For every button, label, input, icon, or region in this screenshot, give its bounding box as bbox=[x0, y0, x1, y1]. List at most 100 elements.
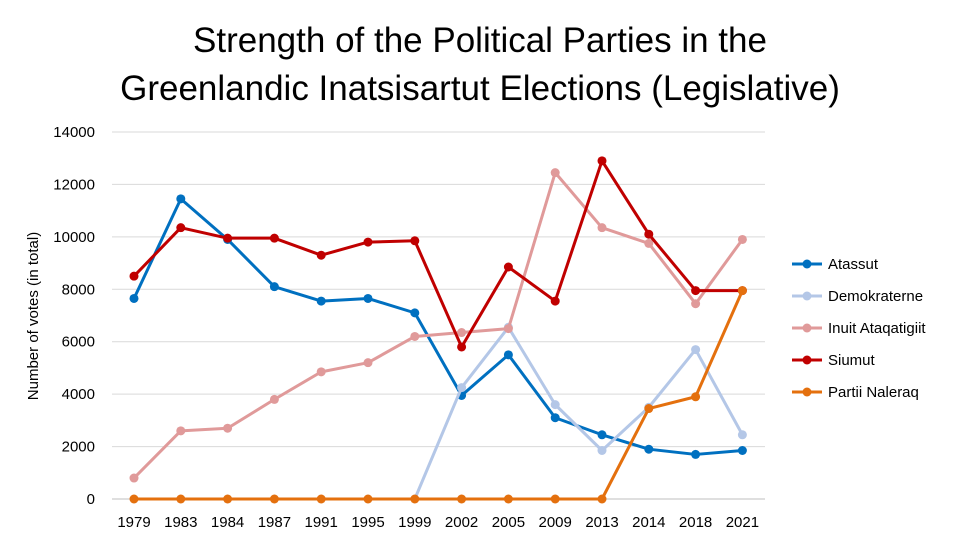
x-tick-label: 1991 bbox=[305, 514, 338, 531]
data-point-siumut bbox=[457, 342, 467, 352]
chart-title-line-1: Strength of the Political Parties in the bbox=[193, 21, 767, 60]
data-point-partii-naleraq bbox=[691, 392, 701, 402]
data-point-inuit-ataqatigiit bbox=[269, 394, 279, 404]
data-point-siumut bbox=[269, 233, 279, 243]
data-point-inuit-ataqatigiit bbox=[129, 473, 139, 483]
data-point-atassut bbox=[176, 194, 186, 204]
data-point-atassut bbox=[316, 296, 326, 306]
y-tick-label: 14000 bbox=[53, 124, 95, 141]
series-line-partii-naleraq bbox=[134, 289, 744, 501]
data-point-atassut bbox=[644, 444, 654, 454]
data-point-demokraterne bbox=[597, 446, 607, 456]
legend-label-atassut: Atassut bbox=[828, 256, 879, 273]
x-tick-label: 1979 bbox=[117, 514, 150, 531]
data-point-partii-naleraq bbox=[269, 494, 279, 504]
y-tick-label: 4000 bbox=[62, 386, 95, 403]
y-axis-label: Number of votes (in total) bbox=[25, 232, 42, 400]
x-tick-label: 2009 bbox=[539, 514, 572, 531]
data-point-siumut bbox=[597, 156, 607, 166]
data-point-partii-naleraq bbox=[129, 494, 139, 504]
series-line-atassut bbox=[132, 197, 743, 456]
data-point-siumut bbox=[129, 271, 139, 281]
x-tick-label: 1999 bbox=[398, 514, 431, 531]
data-point-partii-naleraq bbox=[737, 286, 747, 296]
data-point-partii-naleraq bbox=[316, 494, 326, 504]
data-point-atassut bbox=[269, 282, 279, 292]
data-point-partii-naleraq bbox=[550, 494, 560, 504]
data-point-siumut bbox=[644, 229, 654, 239]
data-point-inuit-ataqatigiit bbox=[644, 238, 654, 248]
data-point-partii-naleraq bbox=[223, 494, 233, 504]
y-tick-label: 0 bbox=[87, 491, 95, 508]
data-point-demokraterne bbox=[737, 430, 747, 440]
legend-label-demokraterne: Demokraterne bbox=[828, 288, 923, 305]
data-point-partii-naleraq bbox=[410, 494, 420, 504]
legend-marker-partii-naleraq bbox=[802, 387, 812, 397]
data-point-atassut bbox=[737, 446, 747, 456]
data-point-siumut bbox=[410, 236, 420, 246]
legend-marker-atassut bbox=[802, 259, 812, 269]
legend-marker-inuit-ataqatigiit bbox=[802, 323, 812, 333]
data-point-siumut bbox=[316, 250, 326, 260]
data-point-inuit-ataqatigiit bbox=[503, 324, 513, 334]
data-point-siumut bbox=[176, 223, 186, 233]
x-tick-label: 2014 bbox=[632, 514, 665, 531]
x-tick-label: 1987 bbox=[258, 514, 291, 531]
series-line-siumut bbox=[132, 159, 743, 349]
x-tick-label: 2021 bbox=[726, 514, 759, 531]
data-point-partii-naleraq bbox=[363, 494, 373, 504]
legend-label-siumut: Siumut bbox=[828, 352, 876, 369]
x-tick-label: 2005 bbox=[492, 514, 525, 531]
data-point-inuit-ataqatigiit bbox=[363, 358, 373, 368]
data-point-atassut bbox=[363, 293, 373, 303]
data-point-atassut bbox=[410, 308, 420, 318]
data-point-siumut bbox=[223, 233, 233, 243]
data-point-inuit-ataqatigiit bbox=[737, 234, 747, 244]
data-point-inuit-ataqatigiit bbox=[691, 299, 701, 309]
x-tick-label: 2002 bbox=[445, 514, 478, 531]
data-point-inuit-ataqatigiit bbox=[410, 331, 420, 341]
data-point-siumut bbox=[363, 237, 373, 247]
data-point-siumut bbox=[550, 296, 560, 306]
x-tick-label: 2018 bbox=[679, 514, 712, 531]
x-tick-label: 1995 bbox=[351, 514, 384, 531]
chart-title-line-2: Greenlandic Inatsisartut Elections (Legi… bbox=[120, 69, 840, 108]
y-tick-label: 8000 bbox=[62, 281, 95, 298]
y-tick-label: 12000 bbox=[53, 176, 95, 193]
data-point-partii-naleraq bbox=[503, 494, 513, 504]
x-tick-label: 1983 bbox=[164, 514, 197, 531]
data-point-inuit-ataqatigiit bbox=[457, 328, 467, 338]
legend-label-partii-naleraq: Partii Naleraq bbox=[828, 384, 919, 401]
y-tick-label: 10000 bbox=[53, 229, 95, 246]
data-point-inuit-ataqatigiit bbox=[597, 223, 607, 233]
data-point-inuit-ataqatigiit bbox=[316, 367, 326, 377]
legend-marker-demokraterne bbox=[802, 291, 812, 301]
data-point-inuit-ataqatigiit bbox=[176, 426, 186, 436]
legend-marker-siumut bbox=[802, 355, 812, 365]
legend-label-inuit-ataqatigiit: Inuit Ataqatigiit bbox=[828, 320, 926, 337]
data-point-atassut bbox=[691, 449, 701, 459]
data-point-atassut bbox=[597, 430, 607, 440]
data-point-atassut bbox=[503, 350, 513, 360]
y-tick-label: 2000 bbox=[62, 439, 95, 456]
data-point-atassut bbox=[129, 293, 139, 303]
data-point-partii-naleraq bbox=[457, 494, 467, 504]
data-point-partii-naleraq bbox=[644, 404, 654, 414]
data-point-demokraterne bbox=[691, 345, 701, 355]
data-point-atassut bbox=[550, 413, 560, 423]
x-tick-label: 1984 bbox=[211, 514, 244, 531]
series-line-inuit-ataqatigiit bbox=[132, 171, 744, 480]
y-tick-label: 6000 bbox=[62, 334, 95, 351]
data-point-demokraterne bbox=[457, 383, 467, 393]
data-point-inuit-ataqatigiit bbox=[223, 423, 233, 433]
series-line-demokraterne bbox=[413, 325, 744, 500]
data-point-partii-naleraq bbox=[597, 494, 607, 504]
data-point-siumut bbox=[503, 262, 513, 272]
data-point-demokraterne bbox=[550, 400, 560, 410]
data-point-inuit-ataqatigiit bbox=[550, 168, 560, 178]
data-point-siumut bbox=[691, 286, 701, 296]
data-point-partii-naleraq bbox=[176, 494, 186, 504]
x-tick-label: 2013 bbox=[585, 514, 618, 531]
